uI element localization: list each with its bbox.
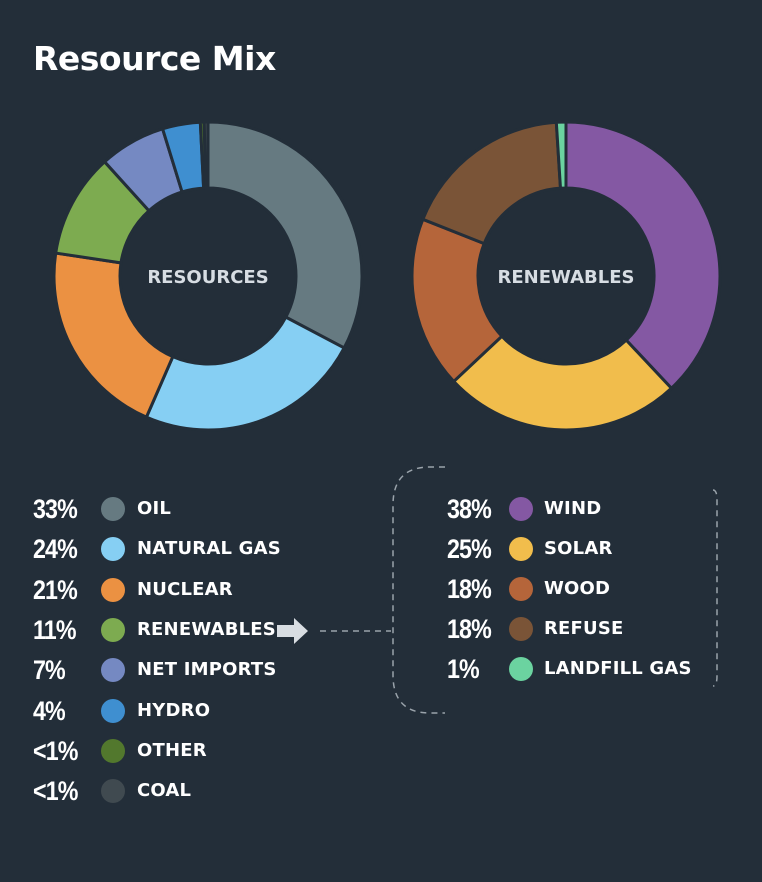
resources-slice-coal [202, 120, 210, 190]
resources-legend-label: OTHER [137, 739, 207, 761]
renewables-legend-label: WIND [544, 498, 602, 519]
resources-legend-percent: <1% [33, 735, 78, 766]
resources-slice-oil [206, 120, 364, 350]
renewables-legend-percent: 38% [447, 494, 492, 524]
renewables-legend-label: SOLAR [544, 538, 613, 559]
renewables-legend-swatch [509, 577, 533, 601]
resources-legend-label: NATURAL GAS [137, 538, 281, 560]
resources-legend-percent: 7% [33, 655, 66, 686]
resources-legend-label: NUCLEAR [137, 578, 233, 600]
resources-legend-swatch [101, 779, 125, 804]
resources-legend-percent: 24% [33, 534, 78, 565]
resources-legend-swatch [101, 698, 125, 723]
page-title: Resource Mix [33, 39, 276, 78]
resources-legend-swatch [101, 617, 125, 642]
resources-legend-label: OIL [137, 498, 172, 519]
resources-legend-percent: 33% [33, 494, 78, 524]
resources-center-label: RESOURCES [147, 267, 268, 288]
renewables-legend-percent: 25% [447, 534, 492, 564]
left-bracket [392, 466, 445, 714]
resources-legend-percent: <1% [33, 776, 78, 807]
resources-legend-swatch [101, 577, 125, 602]
renewables-legend-swatch [509, 657, 533, 681]
right-bracket [712, 489, 718, 687]
resources-legend-swatch [101, 537, 125, 562]
renewables-legend-label: LANDFILL GAS [544, 658, 692, 679]
renewables-legend-swatch [509, 497, 533, 521]
resources-legend-label: COAL [137, 780, 192, 802]
renewables-donut-chart: RENEWABLES [410, 120, 722, 432]
renewables-legend-swatch [509, 537, 533, 561]
resources-legend-label: HYDRO [137, 699, 211, 721]
renewables-slice-landfill-gas [554, 120, 568, 190]
renewables-legend-percent: 1% [447, 654, 480, 684]
renewables-slice-wind [564, 120, 722, 391]
renewables-legend-percent: 18% [447, 574, 492, 604]
renewables-legend-label: WOOD [544, 578, 611, 599]
resources-legend-swatch [101, 658, 125, 683]
resources-slice-nuclear [52, 251, 175, 420]
resources-donut-chart: RESOURCES [52, 120, 364, 432]
renewables-slice-solar [451, 334, 674, 432]
arrow-right-icon [277, 618, 308, 644]
resources-slice-natural-gas [144, 315, 347, 432]
resources-legend-label: NET IMPORTS [137, 659, 277, 681]
renewables-center-label: RENEWABLES [498, 267, 635, 288]
resources-legend-percent: 4% [33, 695, 66, 726]
renewables-legend-swatch [509, 617, 533, 641]
resources-legend-percent: 21% [33, 574, 78, 605]
resources-legend-swatch [101, 738, 125, 763]
renewables-legend-percent: 18% [447, 614, 492, 644]
resources-legend-swatch [101, 497, 125, 521]
resources-legend-label: RENEWABLES [137, 618, 276, 640]
renewables-legend-label: REFUSE [544, 618, 624, 639]
resources-legend-percent: 11% [33, 614, 76, 645]
